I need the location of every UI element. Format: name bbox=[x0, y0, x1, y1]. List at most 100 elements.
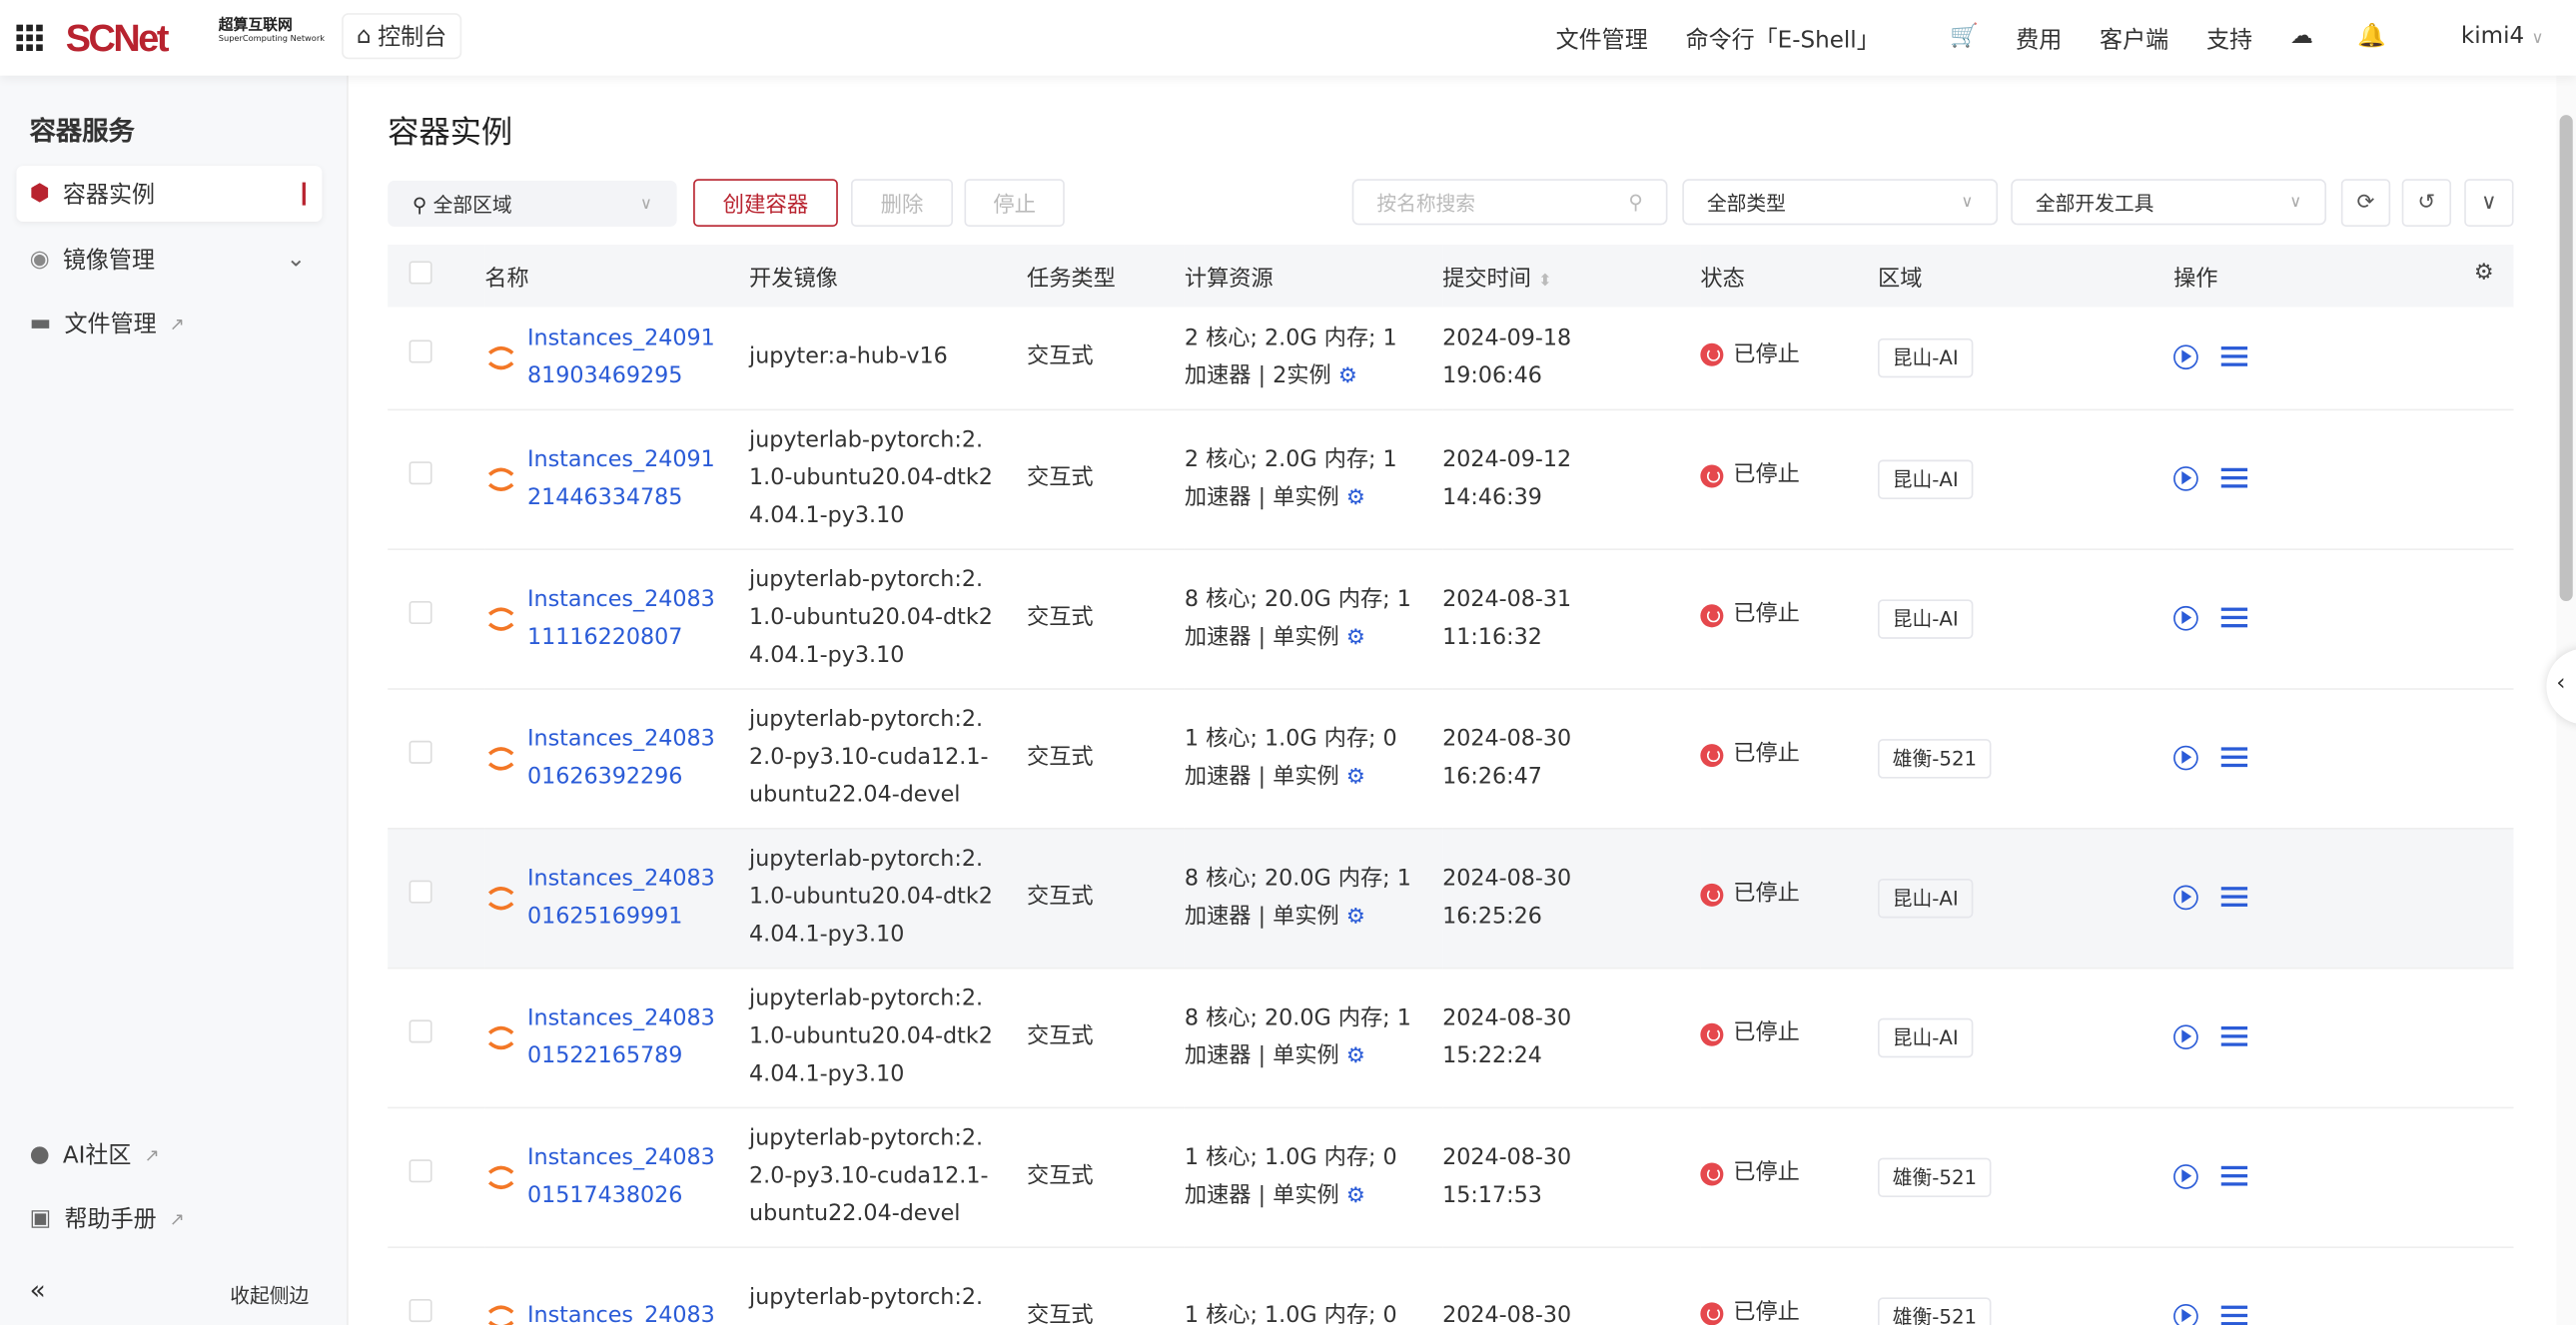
more-menu-icon[interactable] bbox=[2220, 1301, 2248, 1325]
create-container-button[interactable]: 创建容器 bbox=[693, 179, 838, 227]
more-menu-icon[interactable] bbox=[2220, 1021, 2248, 1051]
col-submit-time[interactable]: 提交时间 ⬍ bbox=[1442, 245, 1701, 308]
start-icon[interactable] bbox=[2173, 1023, 2198, 1049]
instances-table: 名称 开发镜像 任务类型 计算资源 提交时间 ⬍ 状态 区域 操作 ⚙ Insta… bbox=[388, 245, 2514, 1325]
sidebar-item-ai-community[interactable]: ● AI社区 ↗ bbox=[29, 1141, 160, 1170]
table-row[interactable]: Instances_24083 01625169991 jupyterlab-py… bbox=[388, 827, 2514, 969]
gear-icon[interactable]: ⚙ bbox=[1337, 363, 1357, 389]
status-badge: 已停止 bbox=[1700, 736, 1800, 774]
app-grid-icon[interactable] bbox=[16, 24, 43, 51]
sidebar-item-container-instances[interactable]: ⬢ 容器实例 bbox=[16, 166, 323, 223]
settings-gear-icon[interactable]: ⚙ bbox=[2473, 259, 2494, 287]
more-menu-icon[interactable] bbox=[2220, 603, 2248, 633]
row-checkbox[interactable] bbox=[409, 461, 432, 485]
compute-resource: 1 核心; 1.0G 内存; 0 bbox=[1184, 1246, 1443, 1325]
top-header: SCNet 超算互联网 SuperComputing Network ⌂ 控制台 文… bbox=[0, 0, 2576, 76]
type-select[interactable]: 全部类型 ∨ bbox=[1682, 179, 1999, 226]
gear-icon[interactable]: ⚙ bbox=[1345, 764, 1365, 790]
gear-icon[interactable]: ⚙ bbox=[1345, 1183, 1365, 1208]
instance-name-link[interactable]: Instances_24083 bbox=[526, 725, 715, 752]
compute-resource: 1 核心; 1.0G 内存; 0 加速器 | 单实例 ⚙ bbox=[1184, 1106, 1443, 1248]
power-icon bbox=[1700, 883, 1724, 907]
gear-icon[interactable]: ⚙ bbox=[1345, 485, 1365, 510]
dev-tool-select[interactable]: 全部开发工具 ∨ bbox=[2011, 179, 2327, 226]
instance-name-link[interactable]: Instances_24091 bbox=[526, 325, 715, 351]
table-row[interactable]: Instances_24083 01517438026 jupyterlab-py… bbox=[388, 1106, 2514, 1248]
nav-billing[interactable]: 费用 bbox=[2016, 27, 2063, 55]
collapse-icon[interactable]: « bbox=[29, 1274, 46, 1306]
stop-button[interactable]: 停止 bbox=[964, 179, 1065, 227]
task-type: 交互式 bbox=[1027, 548, 1185, 689]
sidebar-item-help[interactable]: ▣ 帮助手册 ↗ bbox=[29, 1205, 185, 1234]
start-icon[interactable] bbox=[2173, 1303, 2198, 1325]
more-menu-icon[interactable] bbox=[2220, 1161, 2248, 1191]
table-row[interactable]: Instances_24083 jupyterlab-pytorch:2.2.0… bbox=[388, 1246, 2514, 1325]
table-row[interactable]: Instances_24091 21446334785 jupyterlab-py… bbox=[388, 408, 2514, 550]
console-button[interactable]: ⌂ 控制台 bbox=[342, 13, 462, 60]
gear-icon[interactable]: ⚙ bbox=[1345, 1043, 1365, 1068]
instance-name-link[interactable]: Instances_24083 bbox=[526, 585, 715, 612]
gear-icon[interactable]: ⚙ bbox=[1345, 624, 1365, 650]
nav-client[interactable]: 客户端 bbox=[2100, 27, 2169, 55]
more-menu-icon[interactable] bbox=[2220, 463, 2248, 493]
submit-time: 2024-08-30 15:22:24 bbox=[1442, 967, 1701, 1108]
start-icon[interactable] bbox=[2173, 884, 2198, 910]
sidebar-item-image-management[interactable]: ◉ 镜像管理 ⌄ bbox=[29, 246, 306, 275]
table-row[interactable]: Instances_24083 01522165789 jupyterlab-py… bbox=[388, 967, 2514, 1108]
cart-icon[interactable]: 🛒 bbox=[1950, 23, 1980, 50]
expand-icon[interactable]: ∨ bbox=[2464, 179, 2514, 227]
row-checkbox[interactable] bbox=[409, 1299, 432, 1323]
dev-image: jupyterlab-pytorch:2. 1.0-ubuntu20.04-dtk… bbox=[749, 548, 1027, 689]
logo-subtitle: 超算互联网 SuperComputing Network bbox=[218, 18, 325, 45]
reset-icon[interactable]: ↺ bbox=[2401, 179, 2452, 227]
search-input[interactable]: 按名称搜索 ⚲ bbox=[1351, 179, 1668, 226]
start-icon[interactable] bbox=[2173, 605, 2198, 630]
collapse-sidebar-button[interactable]: 收起侧边 bbox=[230, 1284, 310, 1308]
jupyter-icon bbox=[487, 606, 514, 630]
table-row[interactable]: Instances_24083 11116220807 jupyterlab-py… bbox=[388, 548, 2514, 689]
logo[interactable]: SCNet bbox=[65, 16, 170, 60]
more-menu-icon[interactable] bbox=[2220, 882, 2248, 912]
region-tag: 昆山-AI bbox=[1878, 337, 1974, 377]
instance-name-link[interactable]: Instances_24091 bbox=[526, 445, 715, 472]
start-icon[interactable] bbox=[2173, 343, 2198, 369]
user-menu[interactable]: kimi4 ∨ bbox=[2460, 23, 2544, 50]
gear-icon[interactable]: ⚙ bbox=[1345, 904, 1365, 930]
compute-resource: 8 核心; 20.0G 内存; 1 加速器 | 单实例 ⚙ bbox=[1184, 827, 1443, 969]
nav-eshell[interactable]: 命令行「E-Shell」 bbox=[1685, 27, 1880, 55]
table-row[interactable]: Instances_24091 81903469295 jupyter:a-hub… bbox=[388, 307, 2514, 410]
instance-name-link[interactable]: Instances_24083 bbox=[526, 864, 715, 892]
submit-time: 2024-08-30 16:26:47 bbox=[1442, 688, 1701, 829]
location-icon: ⚲ bbox=[412, 193, 428, 217]
row-checkbox[interactable] bbox=[409, 740, 432, 764]
row-checkbox[interactable] bbox=[409, 339, 432, 363]
row-checkbox[interactable] bbox=[409, 600, 432, 625]
refresh-icon[interactable]: ⟳ bbox=[2340, 179, 2391, 227]
row-checkbox[interactable] bbox=[409, 880, 432, 904]
region-select[interactable]: ⚲ 全部区域 ∨ bbox=[388, 180, 677, 227]
jupyter-icon bbox=[487, 345, 514, 369]
sidebar-item-file-management[interactable]: ▬ 文件管理 ↗ bbox=[29, 310, 185, 338]
table-row[interactable]: Instances_24083 01626392296 jupyterlab-py… bbox=[388, 688, 2514, 829]
bell-icon[interactable]: 🔔 bbox=[2357, 23, 2386, 50]
start-icon[interactable] bbox=[2173, 744, 2198, 770]
instance-name-link[interactable]: Instances_24083 bbox=[526, 1302, 715, 1325]
more-menu-icon[interactable] bbox=[2220, 342, 2248, 372]
nav-file-management[interactable]: 文件管理 bbox=[1555, 27, 1648, 55]
cloud-upload-icon[interactable]: ☁ bbox=[2289, 23, 2313, 50]
sort-icon[interactable]: ⬍ bbox=[1538, 273, 1552, 292]
dev-image: jupyterlab-pytorch:2. 1.0-ubuntu20.04-dtk… bbox=[749, 408, 1027, 550]
more-menu-icon[interactable] bbox=[2220, 742, 2248, 772]
row-checkbox[interactable] bbox=[409, 1019, 432, 1043]
start-icon[interactable] bbox=[2173, 1163, 2198, 1189]
status-badge: 已停止 bbox=[1700, 457, 1800, 495]
start-icon[interactable] bbox=[2173, 465, 2198, 490]
instance-name-link[interactable]: Instances_24083 bbox=[526, 1143, 715, 1170]
row-checkbox[interactable] bbox=[409, 1159, 432, 1183]
select-all-checkbox[interactable] bbox=[409, 261, 432, 285]
submit-time: 2024-09-18 19:06:46 bbox=[1442, 307, 1701, 410]
instance-name-link[interactable]: Instances_24083 bbox=[526, 1003, 715, 1031]
power-icon bbox=[1700, 464, 1724, 488]
delete-button[interactable]: 删除 bbox=[851, 179, 953, 227]
nav-support[interactable]: 支持 bbox=[2205, 27, 2253, 55]
